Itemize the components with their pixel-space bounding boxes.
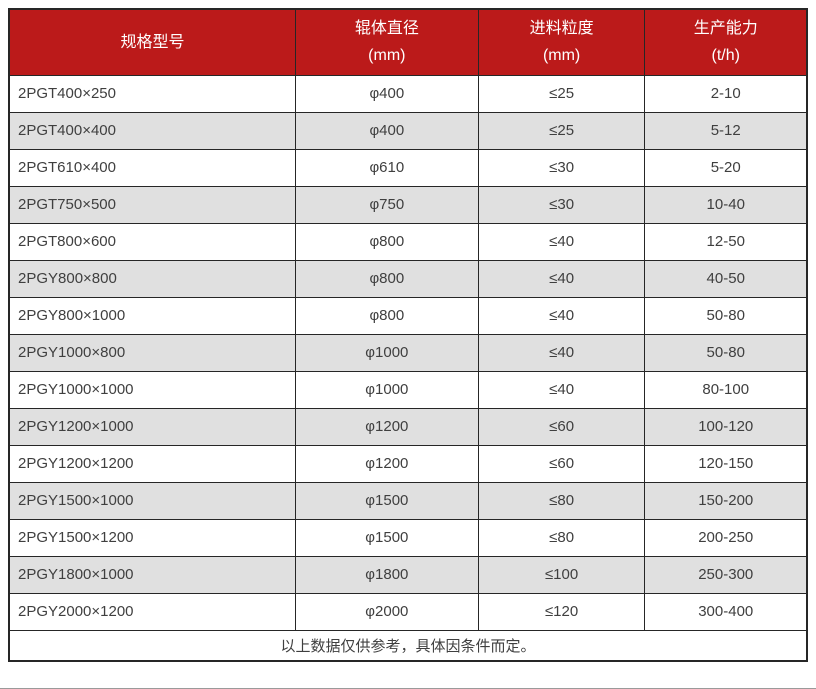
feed-size-cell: ≤30 (477, 148, 646, 187)
model-cell: 2PGT610×400 (8, 148, 296, 187)
table-row: 2PGY800×1000 φ800 ≤40 50-80 (8, 296, 808, 335)
col-header-roller-diameter: 辊体直径 (mm) (294, 8, 479, 76)
model-cell: 2PGY1500×1200 (8, 518, 296, 557)
feed-size-cell: ≤60 (477, 444, 646, 483)
roller-diameter-cell: φ750 (294, 185, 479, 224)
table-body: 2PGT400×250 φ400 ≤25 2-10 2PGT400×400 φ400 ≤25… (8, 74, 808, 631)
feed-size-cell: ≤25 (477, 74, 646, 113)
table-row: 2PGT400×400 φ400 ≤25 5-12 (8, 111, 808, 150)
model-cell: 2PGY1200×1200 (8, 444, 296, 483)
roller-diameter-cell: φ1500 (294, 518, 479, 557)
table-row: 2PGY800×800 φ800 ≤40 40-50 (8, 259, 808, 298)
table-row: 2PGY1000×1000 φ1000 ≤40 80-100 (8, 370, 808, 409)
table-row: 2PGT800×600 φ800 ≤40 12-50 (8, 222, 808, 261)
roller-diameter-cell: φ1800 (294, 555, 479, 594)
model-cell: 2PGY800×1000 (8, 296, 296, 335)
col-header-capacity-label: 生产能力 (693, 20, 758, 38)
col-header-model: 规格型号 (8, 8, 296, 76)
model-cell: 2PGY1200×1000 (8, 407, 296, 446)
roller-diameter-cell: φ400 (294, 74, 479, 113)
feed-size-cell: ≤100 (477, 555, 646, 594)
capacity-cell: 5-20 (644, 148, 808, 187)
table-row: 2PGY1500×1200 φ1500 ≤80 200-250 (8, 518, 808, 557)
model-cell: 2PGT750×500 (8, 185, 296, 224)
capacity-cell: 150-200 (644, 481, 808, 520)
spec-table-container: 规格型号 辊体直径 (mm) 进料粒度 (mm) (8, 8, 808, 662)
capacity-cell: 80-100 (644, 370, 808, 409)
capacity-cell: 200-250 (644, 518, 808, 557)
table-row: 2PGT750×500 φ750 ≤30 10-40 (8, 185, 808, 224)
roller-diameter-cell: φ1200 (294, 444, 479, 483)
roller-diameter-cell: φ610 (294, 148, 479, 187)
feed-size-cell: ≤80 (477, 481, 646, 520)
feed-size-cell: ≤40 (477, 333, 646, 372)
roller-diameter-cell: φ2000 (294, 592, 479, 631)
feed-size-cell: ≤40 (477, 222, 646, 261)
table-row: 2PGT400×250 φ400 ≤25 2-10 (8, 74, 808, 113)
feed-size-cell: ≤40 (477, 296, 646, 335)
col-header-capacity-unit: (t/h) (711, 47, 740, 65)
table-row: 2PGY1200×1000 φ1200 ≤60 100-120 (8, 407, 808, 446)
table-footer: 以上数据仅供参考，具体因条件而定。 (8, 629, 808, 662)
col-header-roller-diameter-unit: (mm) (368, 47, 406, 65)
header-row: 规格型号 辊体直径 (mm) 进料粒度 (mm) (8, 8, 808, 76)
capacity-cell: 5-12 (644, 111, 808, 150)
roller-diameter-cell: φ1500 (294, 481, 479, 520)
model-cell: 2PGY2000×1200 (8, 592, 296, 631)
model-cell: 2PGY1000×800 (8, 333, 296, 372)
roller-diameter-cell: φ800 (294, 259, 479, 298)
model-cell: 2PGY800×800 (8, 259, 296, 298)
table-row: 2PGY1800×1000 φ1800 ≤100 250-300 (8, 555, 808, 594)
capacity-cell: 50-80 (644, 296, 808, 335)
feed-size-cell: ≤60 (477, 407, 646, 446)
col-header-capacity: 生产能力 (t/h) (644, 8, 808, 76)
table-header: 规格型号 辊体直径 (mm) 进料粒度 (mm) (8, 8, 808, 76)
capacity-cell: 250-300 (644, 555, 808, 594)
roller-diameter-cell: φ1000 (294, 333, 479, 372)
model-cell: 2PGT400×250 (8, 74, 296, 113)
capacity-cell: 10-40 (644, 185, 808, 224)
table-row: 2PGT610×400 φ610 ≤30 5-20 (8, 148, 808, 187)
table-row: 2PGY2000×1200 φ2000 ≤120 300-400 (8, 592, 808, 631)
footer-row: 以上数据仅供参考，具体因条件而定。 (8, 629, 808, 662)
col-header-roller-diameter-label: 辊体直径 (354, 20, 419, 38)
col-header-feed-size: 进料粒度 (mm) (477, 8, 646, 76)
model-cell: 2PGY1000×1000 (8, 370, 296, 409)
roller-diameter-cell: φ400 (294, 111, 479, 150)
feed-size-cell: ≤30 (477, 185, 646, 224)
footer-note: 以上数据仅供参考，具体因条件而定。 (8, 629, 808, 662)
feed-size-cell: ≤25 (477, 111, 646, 150)
capacity-cell: 50-80 (644, 333, 808, 372)
table-row: 2PGY1500×1000 φ1500 ≤80 150-200 (8, 481, 808, 520)
model-cell: 2PGY1500×1000 (8, 481, 296, 520)
roller-diameter-cell: φ800 (294, 222, 479, 261)
capacity-cell: 40-50 (644, 259, 808, 298)
feed-size-cell: ≤120 (477, 592, 646, 631)
feed-size-cell: ≤40 (477, 370, 646, 409)
capacity-cell: 12-50 (644, 222, 808, 261)
roller-diameter-cell: φ1000 (294, 370, 479, 409)
capacity-cell: 100-120 (644, 407, 808, 446)
model-cell: 2PGT800×600 (8, 222, 296, 261)
capacity-cell: 120-150 (644, 444, 808, 483)
col-header-model-label: 规格型号 (120, 33, 185, 51)
table-row: 2PGY1200×1200 φ1200 ≤60 120-150 (8, 444, 808, 483)
capacity-cell: 300-400 (644, 592, 808, 631)
table-row: 2PGY1000×800 φ1000 ≤40 50-80 (8, 333, 808, 372)
roller-diameter-cell: φ1200 (294, 407, 479, 446)
model-cell: 2PGY1800×1000 (8, 555, 296, 594)
roller-diameter-cell: φ800 (294, 296, 479, 335)
feed-size-cell: ≤40 (477, 259, 646, 298)
capacity-cell: 2-10 (644, 74, 808, 113)
col-header-feed-size-label: 进料粒度 (529, 20, 594, 38)
spec-table: 规格型号 辊体直径 (mm) 进料粒度 (mm) (8, 8, 808, 662)
feed-size-cell: ≤80 (477, 518, 646, 557)
col-header-feed-size-unit: (mm) (542, 47, 581, 65)
model-cell: 2PGT400×400 (8, 111, 296, 150)
